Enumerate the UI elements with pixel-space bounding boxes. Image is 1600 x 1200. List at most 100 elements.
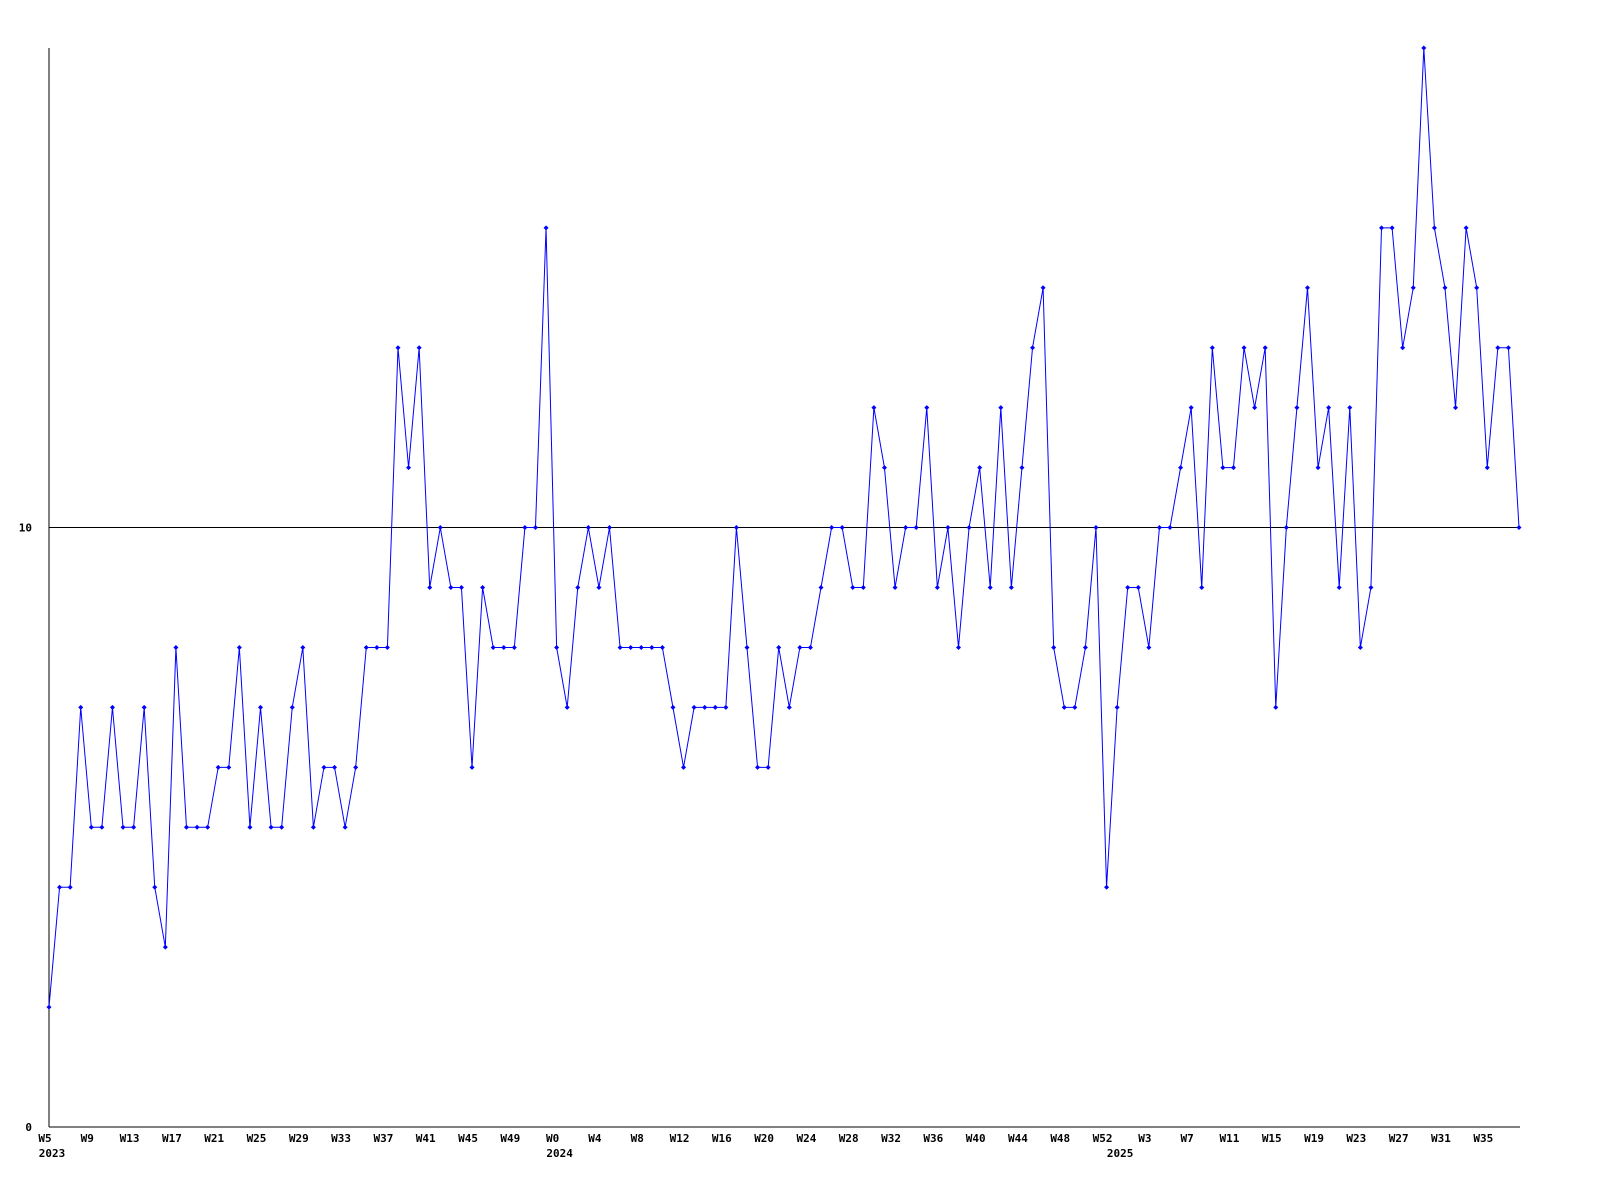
year-label: 2025 (1107, 1147, 1134, 1160)
data-point (596, 585, 602, 590)
data-point (1241, 345, 1247, 351)
x-tick-label: W20 (754, 1132, 774, 1145)
data-point (966, 525, 972, 531)
data-point (1030, 345, 1036, 351)
x-tick-label: W32 (881, 1132, 901, 1145)
x-tick-label: W0 (546, 1132, 559, 1145)
y-tick-label: 0 (25, 1121, 32, 1134)
data-point (1135, 585, 1141, 590)
data-point (617, 644, 623, 650)
data-point (871, 405, 877, 411)
x-tick-label: W41 (416, 1132, 436, 1145)
data-point (131, 824, 137, 830)
data-point (1220, 465, 1226, 471)
data-point (1167, 525, 1173, 531)
data-point (1368, 585, 1374, 590)
data-point (1008, 585, 1014, 590)
data-point (332, 764, 338, 770)
data-point (755, 764, 761, 770)
data-point (236, 644, 242, 650)
data-point (860, 585, 866, 590)
data-point (1209, 345, 1215, 351)
data-point (1040, 285, 1046, 291)
data-point (353, 764, 359, 770)
data-point (258, 704, 264, 710)
data-point (829, 525, 835, 531)
data-point (649, 644, 655, 650)
data-point (522, 525, 528, 531)
year-label: 2024 (546, 1147, 573, 1160)
data-point (628, 644, 634, 650)
x-tick-label: W33 (331, 1132, 351, 1145)
y-tick-label: 10 (19, 522, 32, 535)
data-point (585, 525, 591, 531)
data-point (46, 1004, 52, 1010)
data-point (173, 644, 179, 650)
data-point (279, 824, 285, 830)
data-point (469, 764, 475, 770)
data-point (839, 525, 845, 531)
data-point (57, 884, 63, 890)
x-tick-label: W35 (1473, 1132, 1493, 1145)
data-point (765, 764, 771, 770)
data-point (1357, 644, 1363, 650)
data-point (490, 644, 496, 650)
data-point (1283, 525, 1289, 531)
data-point (681, 764, 687, 770)
x-tick-label: W4 (588, 1132, 602, 1145)
data-point (427, 585, 433, 590)
data-point (437, 525, 443, 531)
x-tick-label: W29 (289, 1132, 309, 1145)
data-point (152, 884, 158, 890)
data-point (363, 644, 369, 650)
x-tick-label: W5 (38, 1132, 51, 1145)
data-point (744, 644, 750, 650)
data-point (776, 644, 782, 650)
data-point (289, 704, 295, 710)
data-point (564, 704, 570, 710)
data-point (934, 585, 940, 590)
data-point (226, 764, 232, 770)
data-point (807, 644, 813, 650)
data-point (321, 764, 327, 770)
x-tick-label: W25 (247, 1132, 267, 1145)
data-point (1304, 285, 1310, 291)
data-point (1019, 465, 1025, 471)
x-tick-label: W8 (631, 1132, 644, 1145)
data-point (638, 644, 644, 650)
data-point (818, 585, 824, 590)
data-point (1114, 704, 1120, 710)
data-point (733, 525, 739, 531)
data-line (48, 47, 1520, 1008)
x-tick-label: W48 (1050, 1132, 1070, 1145)
data-point (998, 405, 1004, 411)
data-point (903, 525, 909, 531)
data-point (575, 585, 581, 590)
data-point (215, 764, 221, 770)
data-point (892, 585, 898, 590)
x-tick-label: W16 (712, 1132, 732, 1145)
data-point (247, 824, 253, 830)
data-point (162, 944, 168, 950)
data-point (310, 824, 316, 830)
data-point (1326, 405, 1332, 411)
data-point (691, 704, 697, 710)
data-point (1262, 345, 1268, 351)
x-tick-label: W7 (1181, 1132, 1194, 1145)
data-point (501, 644, 507, 650)
data-point (712, 704, 718, 710)
x-tick-label: W28 (839, 1132, 859, 1145)
data-point (1230, 465, 1236, 471)
x-tick-label: W9 (81, 1132, 94, 1145)
data-point (67, 884, 73, 890)
x-tick-label: W21 (204, 1132, 224, 1145)
data-point (384, 644, 390, 650)
data-point (1474, 285, 1480, 291)
data-point (1495, 345, 1501, 351)
data-point (1410, 285, 1416, 291)
data-point (1072, 704, 1078, 710)
x-tick-label: W17 (162, 1132, 182, 1145)
data-point (99, 824, 105, 830)
data-point (1082, 644, 1088, 650)
data-point (1379, 225, 1385, 231)
